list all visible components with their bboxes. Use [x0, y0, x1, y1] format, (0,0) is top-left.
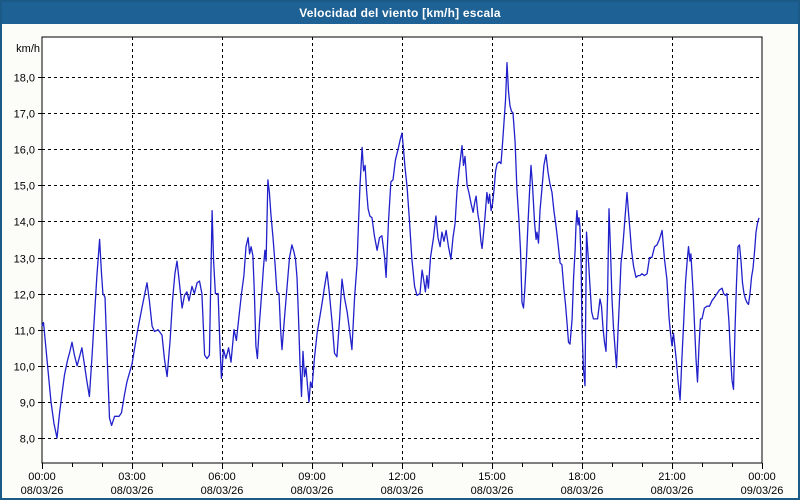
y-tick-label: 13,0 — [14, 254, 35, 266]
wind-speed-chart: km/h 18,0 17,0 16,0 15,0 14,0 13,0 12,0 11,0 10,0… — [14, 36, 784, 497]
wind-speed-line — [41, 61, 760, 439]
y-tick-label: 11,0 — [14, 326, 35, 338]
x-tick-time-label: 21:00 — [658, 471, 686, 483]
y-axis-unit-label: km/h — [16, 43, 40, 55]
x-tick-time-label: 09:00 — [298, 471, 326, 483]
y-tick-label: 18,0 — [14, 73, 35, 85]
x-tick-time-label: 18:00 — [568, 471, 596, 483]
x-tick-date-label: 08/03/26 — [651, 485, 694, 497]
x-tick-time-label: 00:00 — [748, 471, 776, 483]
x-tick-time-label: 12:00 — [388, 471, 416, 483]
y-tick-label: 15,0 — [14, 181, 35, 193]
x-tick-time-label: 06:00 — [208, 471, 236, 483]
x-tick-date-label: 08/03/26 — [111, 485, 154, 497]
x-tick-date-label: 08/03/26 — [471, 485, 514, 497]
x-tick-time-label: 00:00 — [28, 471, 56, 483]
y-tick-label: 8,0 — [20, 434, 35, 446]
x-tick-time-label: 15:00 — [478, 471, 506, 483]
y-tick-label: 16,0 — [14, 145, 35, 157]
x-tick-time-label: 03:00 — [118, 471, 146, 483]
x-tick-date-label: 08/03/26 — [381, 485, 424, 497]
x-tick-date-label: 08/03/26 — [561, 485, 604, 497]
x-tick-date-label: 08/03/26 — [21, 485, 64, 497]
x-tick-date-label: 08/03/26 — [201, 485, 244, 497]
y-tick-label: 9,0 — [20, 398, 35, 410]
y-tick-label: 12,0 — [14, 290, 35, 302]
y-tick-label: 17,0 — [14, 109, 35, 121]
y-tick-label: 14,0 — [14, 217, 35, 229]
chart-area: km/h 18,0 17,0 16,0 15,0 14,0 13,0 12,0 11,0 10,0… — [2, 24, 798, 498]
x-tick-date-label: 08/03/26 — [291, 485, 334, 497]
window-title: Velocidad del viento [km/h] escala — [2, 2, 798, 24]
x-tick-date-label: 09/03/26 — [741, 485, 784, 497]
y-tick-label: 10,0 — [14, 362, 35, 374]
